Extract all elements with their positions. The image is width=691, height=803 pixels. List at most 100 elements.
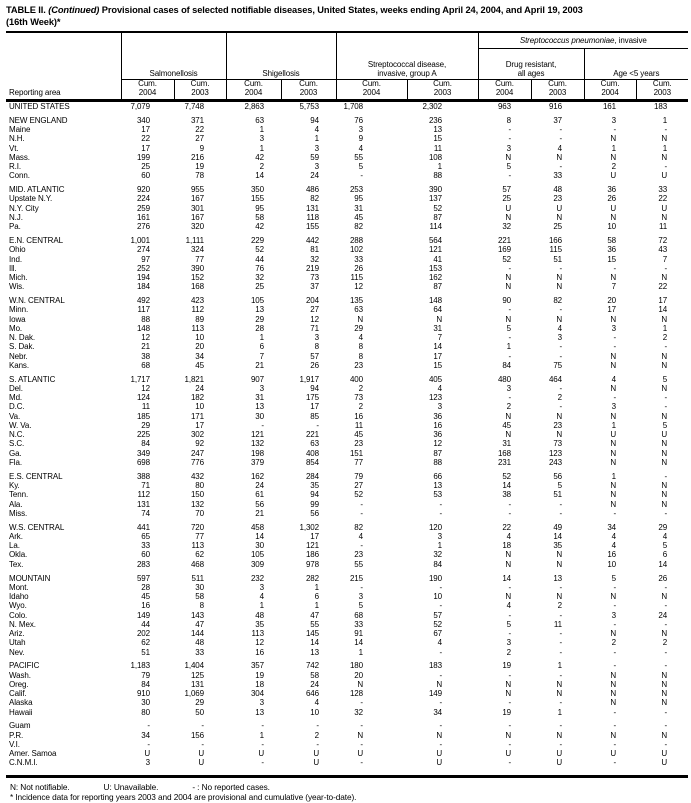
value-cell: 4	[259, 592, 264, 601]
table-title: TABLE II. (Continued) Provisional cases …	[6, 5, 685, 28]
value-cell: 153	[428, 263, 443, 273]
value-cell: N	[610, 730, 617, 740]
value-cell: 25	[553, 222, 563, 232]
value-cell: -	[559, 263, 563, 273]
value-cell: -	[316, 420, 319, 430]
table-row: Fla. 698 776 379 854 77 88 231 243 N N	[6, 458, 688, 467]
value-cell: 34	[195, 351, 204, 361]
table-row: Maine 17 22 1 4 3 13 - - - -	[6, 125, 688, 134]
value-cell: -	[559, 582, 563, 592]
value-cell: -	[360, 499, 363, 509]
year-label: 2004	[244, 87, 263, 97]
value-cell: 231	[497, 457, 512, 467]
value-cell: 71	[310, 323, 319, 333]
table-row: N.J. 161 167 58 118 45 87 N N N N	[6, 213, 688, 222]
value-cell: 56	[310, 508, 319, 518]
value-cell: -	[613, 758, 617, 768]
value-cell: 3	[557, 333, 563, 343]
reporting-area-cell: S. Dak.	[9, 342, 35, 352]
table-row: W.N. CENTRAL 492 423 105 204 135 148 90 82 20 17	[6, 296, 688, 305]
value-cell: -	[559, 698, 563, 708]
reporting-area-cell: E.S. CENTRAL	[9, 471, 63, 481]
value-cell: 5	[506, 619, 512, 629]
shigellosis-header: Shigellosis	[225, 32, 336, 80]
value-cell: N	[661, 481, 668, 491]
value-cell: 78	[195, 171, 204, 181]
value-cell: 27	[354, 481, 363, 491]
value-cell: 4	[662, 531, 668, 541]
value-cell: 6	[259, 342, 264, 352]
value-cell: 75	[553, 360, 563, 370]
value-cell: -	[664, 263, 668, 273]
value-cell: 5	[662, 541, 668, 551]
value-cell: N	[610, 629, 617, 638]
table-row: Wis. 184 168 25 37 12 87 N N 7 22	[6, 282, 688, 291]
value-cell: N	[505, 559, 512, 569]
value-cell: N	[610, 351, 617, 361]
value-cell: 95	[255, 203, 264, 213]
value-cell: N	[610, 134, 617, 144]
table-row: Ill. 252 390 76 219 26 153 - - - -	[6, 264, 688, 273]
value-cell: 171	[190, 411, 204, 421]
value-cell: 2	[506, 402, 512, 412]
table-row: Alaska 30 29 3 4 - - - - N N	[6, 698, 688, 707]
reporting-area-cell: D.C.	[9, 402, 25, 412]
legend-not-notifiable: N: Not notifiable.	[10, 781, 70, 792]
value-cell: 33	[553, 171, 563, 181]
reporting-area-cell: W.S. CENTRAL	[9, 522, 65, 532]
cum-label: Cum.	[548, 79, 567, 88]
value-cell: 3	[358, 125, 363, 135]
value-cell: 8	[358, 351, 363, 361]
value-cell: -	[508, 698, 512, 708]
reporting-area-cell: Vt.	[9, 143, 19, 153]
value-cell: 357	[250, 661, 264, 671]
value-cell: 77	[195, 531, 204, 541]
reporting-area-cell: N. Mex.	[9, 619, 36, 629]
value-cell: 152	[190, 273, 204, 283]
value-cell: 276	[136, 222, 150, 232]
value-cell: U	[661, 171, 668, 181]
reporting-area-cell: Ind.	[9, 254, 22, 264]
value-cell: 62	[141, 638, 150, 648]
value-cell: 4	[358, 143, 363, 153]
table-row: Oreg. 84 131 18 24 N N N N N N	[6, 680, 688, 689]
table-row: Tex. 283 468 309 978 55 84 N N 10 14	[6, 560, 688, 569]
value-cell: 11	[553, 619, 563, 629]
reporting-area-cell: N. Dak.	[9, 333, 35, 343]
drug-resistant-header: Drug resistant, all ages	[477, 48, 585, 80]
incidence-footnote: * Incidence data for reporting years 200…	[10, 792, 357, 803]
value-cell: -	[559, 305, 563, 315]
value-cell: 94	[310, 490, 319, 500]
value-cell: 442	[305, 236, 319, 246]
value-cell: N	[610, 457, 617, 467]
value-cell: 117	[137, 305, 151, 315]
table-row: PACIFIC 1,183 1,404 357 742 180 183 19 1 - -	[6, 661, 688, 670]
value-cell: 21	[255, 508, 264, 518]
value-cell: 76	[354, 115, 363, 125]
value-cell: 432	[190, 471, 204, 481]
value-cell: -	[360, 582, 363, 592]
value-cell: -	[559, 670, 563, 680]
value-cell: 405	[428, 374, 443, 384]
value-cell: 94	[310, 383, 319, 393]
reporting-area-cell: Mass.	[9, 152, 30, 162]
value-cell: 14	[502, 573, 512, 583]
value-cell: 194	[136, 273, 150, 283]
value-cell: N	[661, 670, 668, 680]
value-cell: -	[508, 739, 512, 749]
value-cell: N	[610, 360, 617, 370]
value-cell: 1,708	[343, 102, 363, 111]
reporting-area-cell: Ark.	[9, 531, 23, 541]
year-label: 2004	[601, 87, 619, 97]
value-cell: 79	[141, 670, 150, 680]
value-cell: 84	[141, 679, 150, 689]
value-cell: 27	[195, 134, 204, 144]
reporting-area-cell: MOUNTAIN	[9, 573, 51, 583]
value-cell: 169	[497, 245, 512, 255]
reporting-area-cell: Wyo.	[9, 601, 27, 611]
reporting-area-cell: S.C.	[9, 439, 25, 449]
value-cell: 19	[255, 670, 264, 680]
reporting-area-cell: N.J.	[9, 212, 23, 222]
value-cell: 45	[141, 592, 150, 601]
cum-2004-header: Cum. 2004	[477, 79, 532, 102]
